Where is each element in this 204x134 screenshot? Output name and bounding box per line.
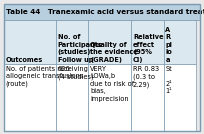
Text: Table 44   Tranexamic acid versus standard treatment: Table 44 Tranexamic acid versus standard… [6,9,204,15]
Text: No. of
Participants
(studies)
Follow up: No. of Participants (studies) Follow up [58,34,102,63]
Bar [88,64,131,131]
Text: 626
(4 studies): 626 (4 studies) [58,66,93,80]
Bar [56,64,88,131]
Text: VERY
LOWa,b
due to risk of
bias,
imprecision: VERY LOWa,b due to risk of bias, impreci… [90,66,134,102]
Bar [164,20,196,64]
Text: Quality of
the evidence
(GRADE): Quality of the evidence (GRADE) [90,42,138,63]
Text: No. of patients receiving
allogeneic transfusions
(route): No. of patients receiving allogeneic tra… [6,66,88,87]
Bar [164,64,196,131]
Text: RR 0.83
(0.3 to
2.29): RR 0.83 (0.3 to 2.29) [133,66,159,88]
Text: Relative
effect
(95%
CI): Relative effect (95% CI) [133,34,164,63]
Bar [131,20,164,64]
Text: St

2¹
1¹: St 2¹ 1¹ [165,66,172,94]
Text: Outcomes: Outcomes [6,57,43,63]
Bar [131,64,164,131]
Bar [4,64,56,131]
Bar [56,20,88,64]
Bar [4,20,56,64]
Bar [88,20,131,64]
Bar [4,4,200,20]
Text: A
R
pl
lo
a: A R pl lo a [165,27,172,63]
